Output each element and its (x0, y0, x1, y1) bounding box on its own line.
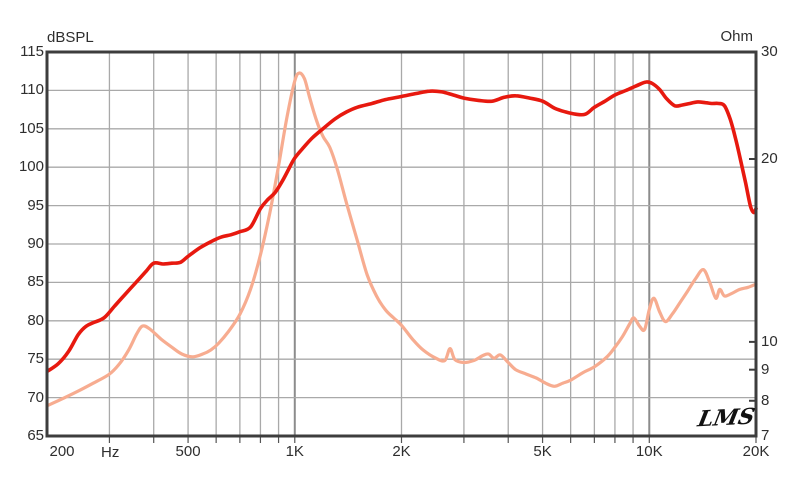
left-axis-tick-label: 80 (27, 311, 44, 329)
left-axis-tick-label: 110 (20, 81, 44, 99)
right-axis-tick-label: 8 (761, 391, 770, 409)
spl-curve (46, 80, 758, 374)
right-axis-tick-label: 30 (761, 43, 778, 60)
left-axis-tick-label: 100 (18, 158, 44, 176)
left-axis-tick-label: 75 (27, 350, 44, 368)
lms-logo: LMS (695, 403, 758, 433)
right-axis-tick-label: 20 (761, 149, 778, 167)
right-axis-tick-label: 7 (761, 427, 770, 444)
left-axis-tick-label: 95 (27, 196, 44, 214)
right-axis-tick-label: 10 (761, 332, 778, 350)
right-axis-unit-label: Ohm (720, 28, 753, 45)
x-axis-tick-label: 20K (742, 443, 770, 460)
x-axis-tick-label: 5K (533, 443, 552, 460)
x-axis-tick-label: 10K (635, 443, 663, 460)
left-axis-tick-label: 90 (27, 235, 44, 252)
x-axis-tick-label: 1K (285, 443, 304, 460)
x-axis-tick-label: 200 (49, 443, 75, 460)
left-axis-tick-label: 105 (18, 119, 44, 137)
plot-border (45, 50, 758, 438)
left-axis-tick-label: 115 (20, 43, 44, 60)
left-axis-tick-label: 85 (27, 273, 44, 291)
impedance-curve (46, 71, 758, 408)
x-axis-tick-label: 500 (175, 443, 201, 460)
left-axis-tick-label: 70 (27, 388, 44, 406)
right-axis-tick-label: 9 (761, 360, 770, 378)
left-axis-tick-label: 65 (27, 427, 44, 444)
left-axis-unit-label: dBSPL (47, 29, 94, 46)
x-axis-tick-label: 2K (392, 443, 411, 460)
x-axis-unit-label: Hz (101, 444, 120, 461)
